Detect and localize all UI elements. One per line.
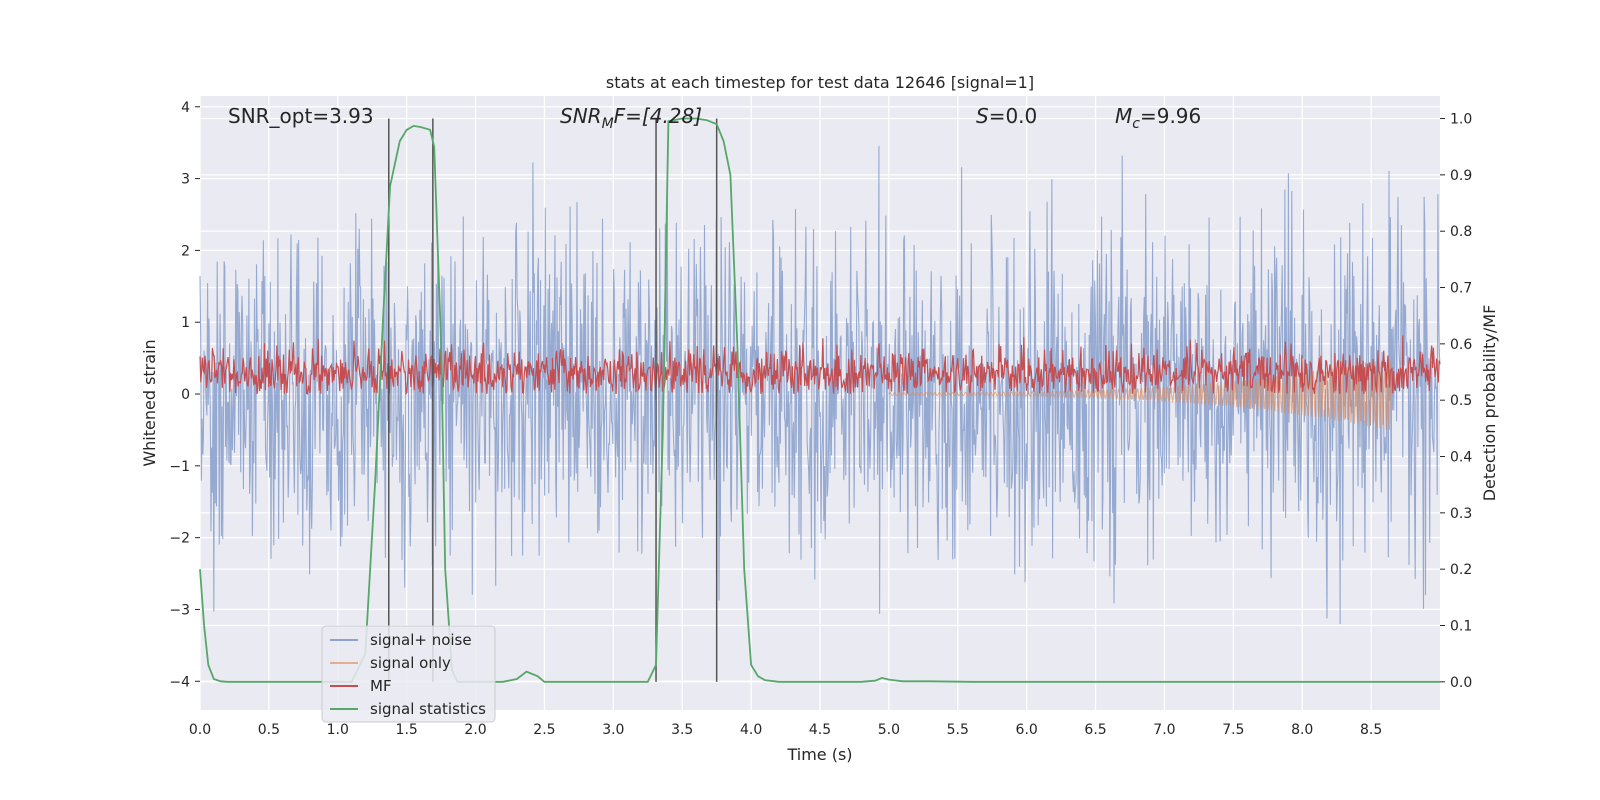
- legend-box: [321, 625, 496, 723]
- signal-only-line: [888, 357, 1393, 430]
- x-tick-label: 6.5: [1084, 722, 1106, 738]
- legend-label-signal-statistics: signal statistics: [370, 700, 486, 718]
- x-tick-label: 7.5: [1222, 722, 1244, 738]
- x-tick-label: 0.0: [189, 722, 211, 738]
- grid: [199, 96, 1440, 710]
- y2-tick-label: 0.6: [1450, 337, 1472, 353]
- x-tick-label: 3.5: [671, 722, 693, 738]
- detection-window-lines: [388, 118, 718, 682]
- x-tick-label: 5.5: [947, 722, 969, 738]
- signal-noise-line: [199, 145, 1441, 625]
- x-tick-label: 8.0: [1291, 722, 1313, 738]
- y2-axis-label: Detection probability/MF: [1480, 305, 1499, 502]
- x-tick-label: 2.0: [464, 722, 486, 738]
- y2-tick-label: 0.0: [1450, 675, 1472, 691]
- x-tick-label: 3.0: [602, 722, 624, 738]
- signal-only-series: [888, 357, 1393, 430]
- axis-ticks: 0.0 0.5 1.0 1.5 2.0 2.5 3.0 3.5 4.0 4.5 5.0 5.5 6.0 6…: [169, 100, 1472, 738]
- legend-label-mf: MF: [370, 677, 392, 695]
- y-tick-label: 4: [181, 100, 190, 116]
- x-tick-label: 1.0: [327, 722, 349, 738]
- x-axis-label: Time (s): [786, 745, 852, 764]
- y-tick-label: −1: [169, 459, 190, 475]
- y-tick-label: 3: [181, 172, 190, 188]
- y2-tick-label: 0.4: [1450, 450, 1472, 466]
- annotation-snr-mf: SNRMF=[4.28]: [560, 104, 702, 132]
- x-tick-label: 4.0: [740, 722, 762, 738]
- y2-tick-label: 1.0: [1450, 112, 1472, 128]
- x-tick-label: 5.0: [878, 722, 900, 738]
- x-tick-label: 6.0: [1016, 722, 1038, 738]
- y2-tick-label: 0.3: [1450, 506, 1472, 522]
- signal-noise-series: [199, 145, 1441, 625]
- chart-title: stats at each timestep for test data 126…: [606, 73, 1034, 92]
- y2-tick-label: 0.9: [1450, 168, 1472, 184]
- y-tick-label: −2: [169, 531, 190, 547]
- x-tick-label: 8.5: [1360, 722, 1382, 738]
- legend: signal+ noise signal only MF signal stat…: [321, 625, 496, 723]
- y-tick-label: 2: [181, 243, 190, 259]
- x-tick-label: 7.0: [1153, 722, 1175, 738]
- annotation-s: S=0.0: [976, 104, 1037, 128]
- annotation-mc: Mc=9.96: [1115, 104, 1201, 132]
- mf-series: [199, 335, 1441, 396]
- y2-tick-label: 0.8: [1450, 224, 1472, 240]
- mf-line: [199, 335, 1441, 396]
- legend-label-signal-noise: signal+ noise: [370, 631, 472, 649]
- x-tick-label: 1.5: [396, 722, 418, 738]
- y-tick-label: −3: [169, 602, 190, 618]
- y2-tick-label: 0.5: [1450, 393, 1472, 409]
- annotation-snr-opt: SNR_opt=3.93: [228, 104, 374, 128]
- y-tick-label: 0: [181, 387, 190, 403]
- y2-tick-label: 0.7: [1450, 281, 1472, 297]
- x-tick-label: 4.5: [809, 722, 831, 738]
- y2-tick-label: 0.2: [1450, 562, 1472, 578]
- y-tick-label: −4: [169, 674, 190, 690]
- y2-tick-label: 0.1: [1450, 619, 1472, 635]
- x-tick-label: 2.5: [533, 722, 555, 738]
- x-tick-label: 0.5: [258, 722, 280, 738]
- legend-label-signal-only: signal only: [370, 654, 451, 672]
- y-tick-label: 1: [181, 315, 190, 331]
- y-axis-label: Whitened strain: [140, 339, 159, 466]
